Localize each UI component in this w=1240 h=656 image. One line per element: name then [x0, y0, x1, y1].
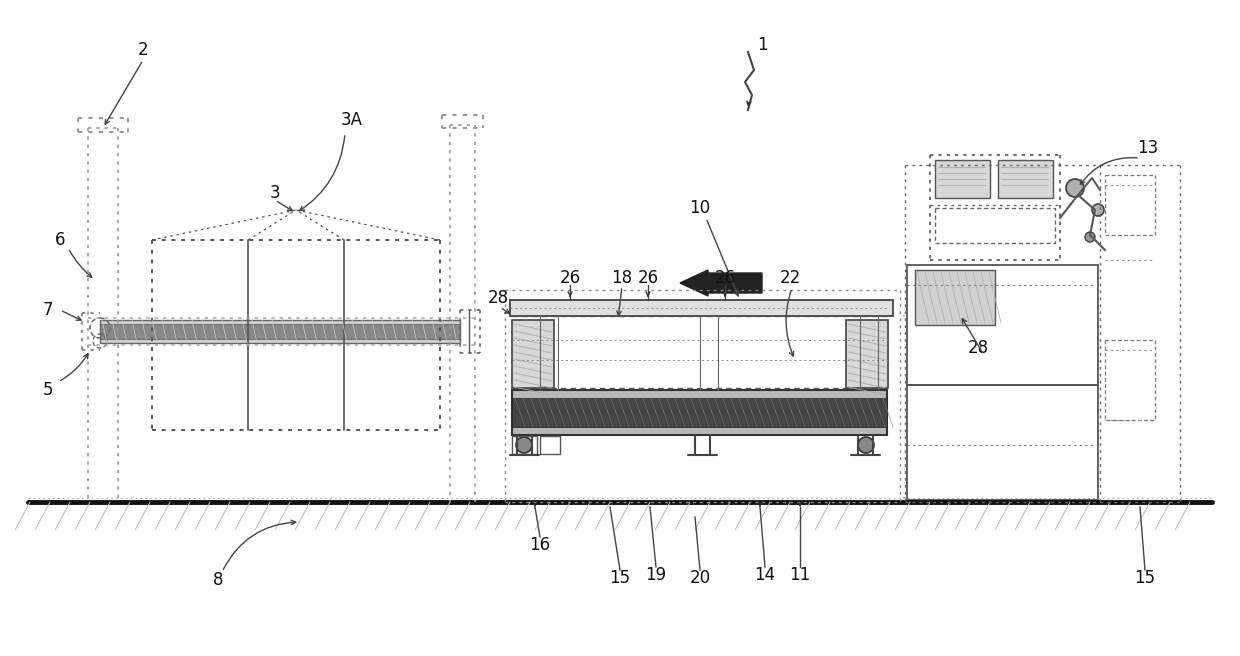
Bar [906, 265, 1097, 385]
Bar [512, 436, 537, 454]
Bar [1105, 175, 1154, 235]
Bar [998, 160, 1053, 198]
Bar [512, 398, 887, 427]
Text: 28: 28 [967, 339, 988, 357]
Circle shape [1066, 179, 1084, 197]
Text: 28: 28 [487, 289, 508, 307]
Text: 1: 1 [756, 36, 768, 54]
Text: 14: 14 [754, 566, 775, 584]
Text: 26: 26 [714, 269, 735, 287]
Text: 11: 11 [790, 566, 811, 584]
Circle shape [858, 437, 874, 453]
Text: 3: 3 [269, 184, 280, 202]
FancyArrow shape [680, 270, 763, 296]
Circle shape [1085, 232, 1095, 242]
Text: 15: 15 [1135, 569, 1156, 587]
Circle shape [516, 437, 532, 453]
Bar [100, 324, 460, 339]
Text: 22: 22 [780, 269, 801, 287]
Text: 3A: 3A [341, 111, 363, 129]
Text: 26: 26 [637, 269, 658, 287]
Bar [539, 436, 560, 454]
Text: 2: 2 [138, 41, 149, 59]
Circle shape [1092, 204, 1104, 216]
Text: 26: 26 [559, 269, 580, 287]
Bar [935, 160, 990, 198]
Text: 5: 5 [42, 381, 53, 399]
Bar [915, 270, 994, 325]
Text: 13: 13 [1137, 139, 1158, 157]
Text: 18: 18 [611, 269, 632, 287]
Text: 7: 7 [42, 301, 53, 319]
Bar [512, 390, 887, 435]
Bar [100, 320, 460, 343]
Bar [510, 300, 893, 316]
Text: 6: 6 [55, 231, 66, 249]
Text: 15: 15 [609, 569, 631, 587]
Bar [906, 385, 1097, 500]
Text: 8: 8 [213, 571, 223, 589]
Text: 19: 19 [646, 566, 667, 584]
Text: 16: 16 [529, 536, 551, 554]
Bar [846, 320, 888, 388]
Text: 20: 20 [689, 569, 711, 587]
Text: 10: 10 [689, 199, 711, 217]
Bar [1105, 340, 1154, 420]
Bar [935, 208, 1055, 243]
Bar [512, 320, 554, 388]
Bar [512, 316, 887, 388]
